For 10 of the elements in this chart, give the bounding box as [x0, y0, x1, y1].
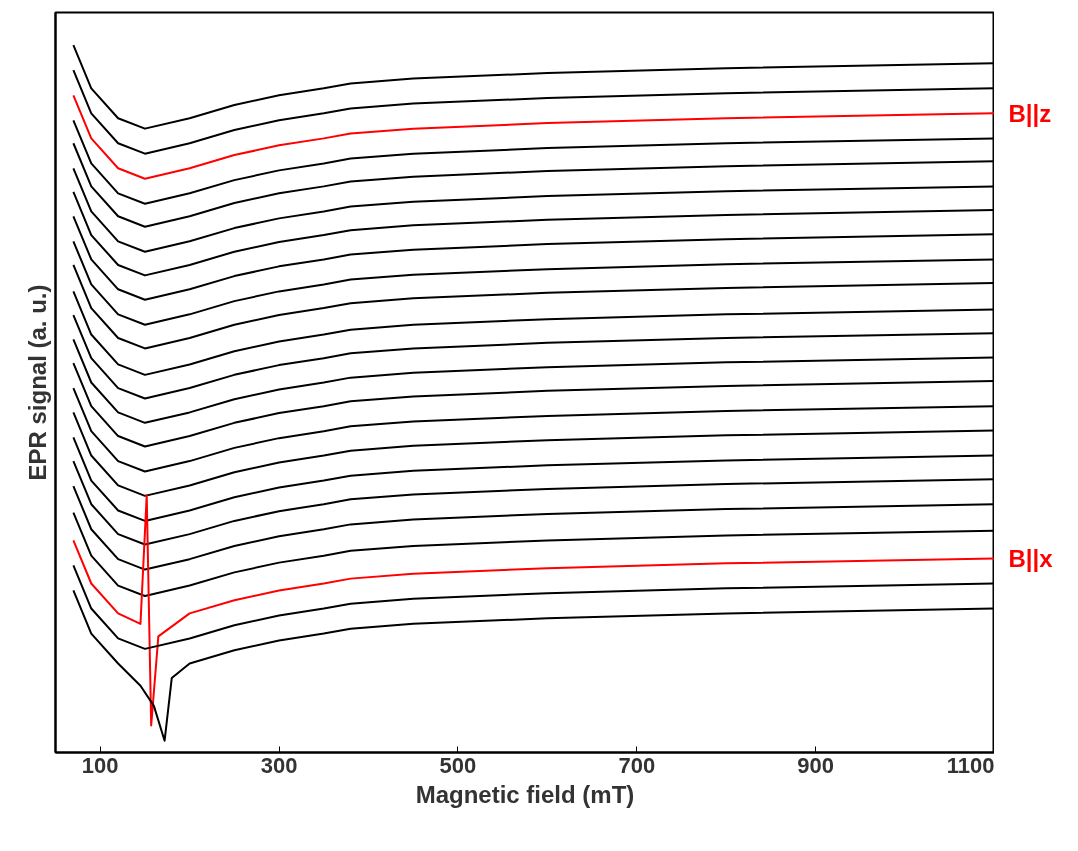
x-axis-title: Magnetic field (mT) — [415, 780, 635, 808]
x-tick-label: 1100 — [946, 752, 995, 778]
x-tick-label: 700 — [618, 752, 656, 778]
x-tick-label: 900 — [797, 752, 835, 778]
x-tick-label: 300 — [260, 752, 298, 778]
series-label: B||x — [1008, 544, 1054, 572]
x-tick-label: 100 — [81, 752, 119, 778]
x-tick-label: 500 — [439, 752, 477, 778]
series-label: B||z — [1008, 99, 1052, 127]
y-axis-title: EPR signal (a. u.) — [23, 284, 51, 481]
